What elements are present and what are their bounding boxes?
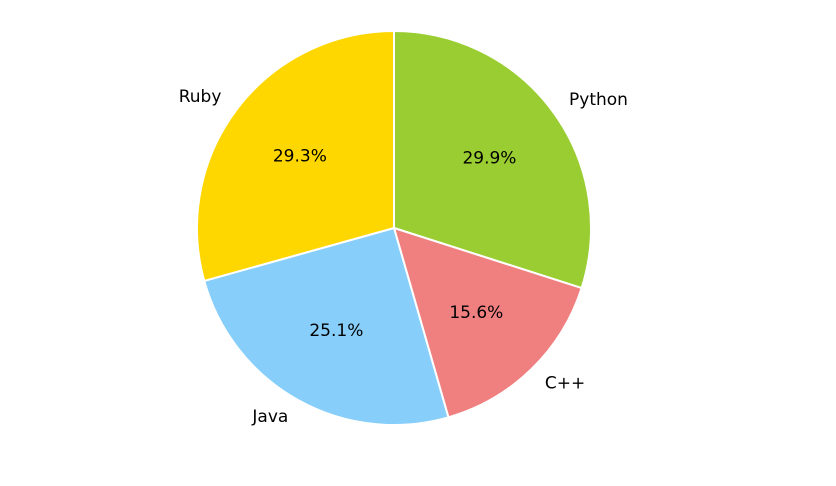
percent-label: 29.9% [462, 148, 516, 168]
slice-label: Ruby [179, 87, 222, 107]
slice-label: C++ [545, 374, 585, 394]
percent-label: 25.1% [309, 321, 363, 341]
percent-label: 15.6% [449, 303, 503, 323]
slice-label: Java [251, 407, 288, 427]
percent-label: 29.3% [273, 147, 327, 167]
pie-slice [196, 29, 395, 283]
pie-slice [203, 226, 450, 426]
slice-label: Python [569, 90, 628, 110]
pie-slice [392, 226, 583, 419]
pie-slice [393, 29, 592, 290]
